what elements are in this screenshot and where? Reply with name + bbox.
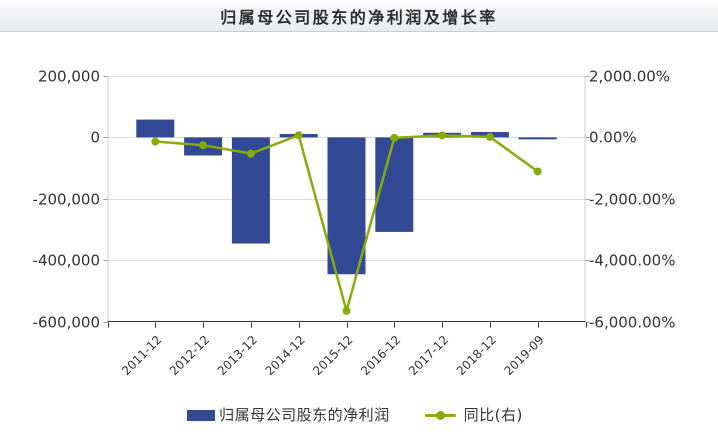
- y-axis-label-right: -4,000.00%: [589, 252, 675, 270]
- legend-label-yoy: 同比(右): [463, 406, 523, 424]
- chart-title: 归属母公司股东的净利润及增长率: [220, 7, 498, 27]
- chart-legend: 归属母公司股东的净利润 同比(右): [0, 403, 714, 427]
- bar-2015-12: [327, 137, 366, 275]
- y-axis-label-left: 200,000: [38, 68, 100, 86]
- line-swatch-icon: [424, 410, 456, 421]
- x-axis-label: 2016-12: [358, 333, 403, 378]
- line-point-2016-12: [390, 133, 399, 142]
- y-axis-label-right: -6,000.00%: [589, 314, 675, 332]
- y-axis-label-left: -400,000: [33, 252, 100, 270]
- y-axis-label-left: 0: [90, 129, 100, 147]
- y-axis-right: 2,000.00% 0.00% -2,000.00% -4,000.00% -6,000…: [585, 68, 675, 332]
- line-series: [151, 131, 542, 315]
- bar-2011-12: [136, 119, 175, 138]
- legend-label-net-profit: 归属母公司股东的净利润: [219, 406, 390, 424]
- legend-item-yoy[interactable]: 同比(右): [424, 405, 523, 425]
- y-axis-label-right: -2,000.00%: [589, 191, 675, 209]
- bar-swatch-icon: [187, 409, 216, 421]
- x-axis-label: 2012-12: [167, 333, 212, 378]
- bar-series: [136, 119, 557, 275]
- line-point-2014-12: [294, 131, 303, 140]
- x-axis: 2011-12 2012-12 2013-12 2014-12 2015-12 2016-…: [107, 321, 587, 378]
- x-axis-label: 2011-12: [119, 333, 164, 378]
- line-point-2012-12: [199, 141, 208, 150]
- x-axis-label: 2014-12: [262, 333, 307, 378]
- legend-item-net-profit[interactable]: 归属母公司股东的净利润: [187, 405, 390, 425]
- bar-2019-09: [518, 137, 557, 140]
- x-axis-label: 2017-12: [406, 333, 451, 378]
- line-point-2011-12: [151, 137, 160, 146]
- line-swatch-dot: [435, 410, 445, 420]
- x-axis-label: 2019-09: [501, 333, 546, 378]
- chart-title-bar: 归属母公司股东的净利润及增长率: [0, 0, 718, 32]
- line-point-2017-12: [438, 131, 447, 140]
- x-axis-label: 2018-12: [454, 333, 499, 378]
- y-axis-label-right: 2,000.00%: [589, 68, 670, 86]
- line-point-2015-12: [342, 306, 351, 315]
- y-axis-label-left: -200,000: [33, 191, 100, 209]
- x-axis-label: 2015-12: [310, 333, 355, 378]
- y-axis-label-left: -600,000: [33, 314, 100, 332]
- line-point-2018-12: [485, 132, 494, 141]
- net-profit-growth-chart: 200,000 0 -200,000 -400,000 -600,000 2,000.00…: [33, 68, 676, 379]
- x-axis-label: 2013-12: [215, 333, 260, 378]
- y-axis-label-right: 0.00%: [589, 129, 637, 147]
- line-point-2019-09: [533, 167, 542, 176]
- y-axis-left: 200,000 0 -200,000 -400,000 -600,000: [33, 68, 108, 332]
- line-point-2013-12: [246, 149, 255, 158]
